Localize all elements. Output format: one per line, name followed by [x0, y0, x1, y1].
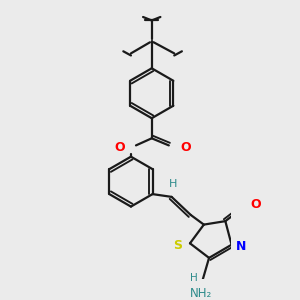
Text: O: O	[180, 141, 191, 154]
Text: H: H	[190, 273, 198, 283]
Text: O: O	[250, 198, 261, 212]
Text: H: H	[169, 179, 178, 189]
Text: S: S	[173, 238, 182, 252]
Text: NH₂: NH₂	[190, 287, 212, 300]
Text: N: N	[236, 240, 246, 253]
Text: O: O	[114, 141, 125, 154]
